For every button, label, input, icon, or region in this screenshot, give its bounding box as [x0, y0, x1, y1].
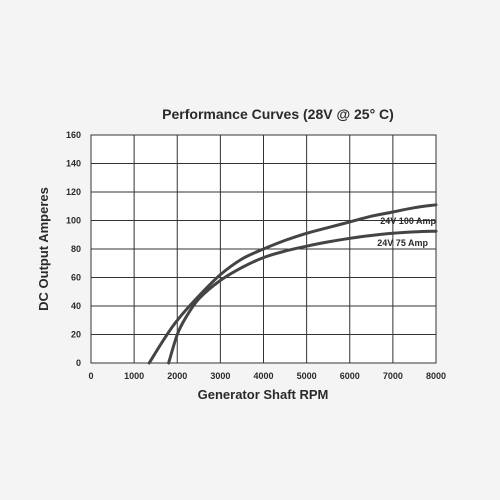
x-axis-title: Generator Shaft RPM: [198, 387, 329, 402]
x-tick-label: 2000: [167, 371, 187, 381]
x-tick-label: 8000: [426, 371, 446, 381]
x-tick-label: 5000: [297, 371, 317, 381]
y-tick-label: 0: [76, 358, 81, 368]
y-tick-labels: 0 20 40 60 80 100 120 140 160: [66, 130, 81, 368]
y-axis-title: DC Output Amperes: [36, 187, 51, 311]
y-tick-label: 160: [66, 130, 81, 140]
series-label-24v-100-amp: 24V 100 Amp: [380, 216, 436, 226]
x-tick-label: 1000: [124, 371, 144, 381]
y-tick-label: 40: [71, 301, 81, 311]
y-tick-label: 20: [71, 330, 81, 340]
y-tick-label: 120: [66, 187, 81, 197]
y-tick-label: 80: [71, 244, 81, 254]
series-line-0: [147, 203, 438, 365]
series-lines: [147, 203, 438, 365]
chart-title: Performance Curves (28V @ 25° C): [162, 106, 394, 122]
x-tick-label: 7000: [383, 371, 403, 381]
x-tick-label: 6000: [340, 371, 360, 381]
x-tick-label: 4000: [253, 371, 273, 381]
y-tick-label: 140: [66, 159, 81, 169]
y-tick-label: 100: [66, 216, 81, 226]
x-tick-label: 3000: [210, 371, 230, 381]
x-tick-label: 0: [88, 371, 93, 381]
y-tick-label: 60: [71, 273, 81, 283]
series-line-1: [167, 229, 438, 365]
x-tick-labels: 0 1000 2000 3000 4000 5000 6000 7000 8000: [88, 371, 446, 381]
series-label-24v-75-amp: 24V 75 Amp: [377, 238, 428, 248]
